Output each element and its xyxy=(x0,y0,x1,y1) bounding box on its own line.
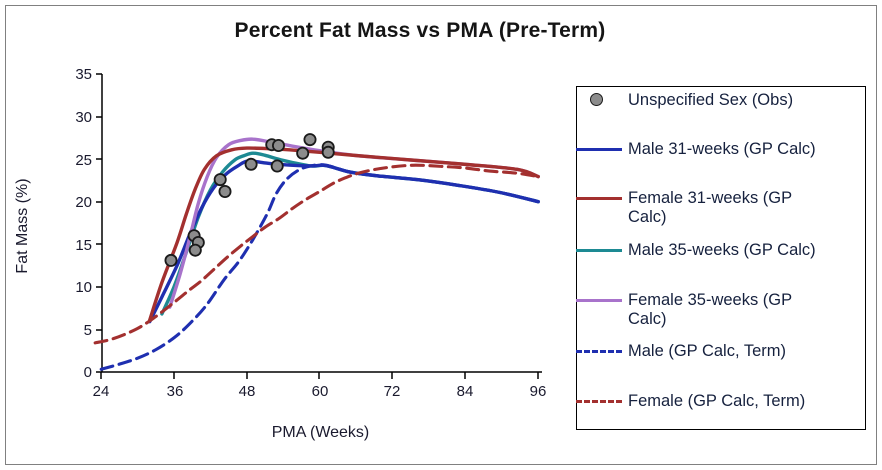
svg-text:72: 72 xyxy=(384,383,401,400)
svg-text:25: 25 xyxy=(75,152,92,169)
svg-text:24: 24 xyxy=(93,383,110,400)
svg-text:35: 35 xyxy=(75,66,92,83)
svg-text:48: 48 xyxy=(239,383,256,400)
svg-text:10: 10 xyxy=(75,279,92,296)
svg-text:20: 20 xyxy=(75,194,92,211)
svg-text:84: 84 xyxy=(457,383,474,400)
svg-text:30: 30 xyxy=(75,109,92,126)
svg-text:60: 60 xyxy=(312,383,329,400)
svg-text:15: 15 xyxy=(75,237,92,254)
svg-text:5: 5 xyxy=(84,322,92,339)
svg-text:36: 36 xyxy=(167,383,184,400)
svg-text:0: 0 xyxy=(84,364,92,381)
svg-text:96: 96 xyxy=(530,383,547,400)
